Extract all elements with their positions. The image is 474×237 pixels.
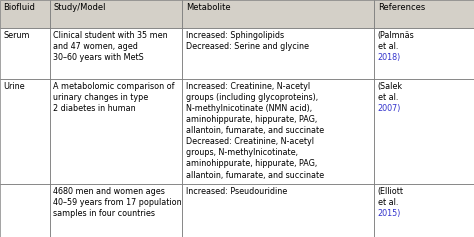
- Bar: [182, 79, 374, 184]
- Text: A metabolomic comparison of
urinary changes in type
2 diabetes in human: A metabolomic comparison of urinary chan…: [53, 82, 174, 113]
- Text: Increased: Sphingolipids
Decreased: Serine and glycine: Increased: Sphingolipids Decreased: Seri…: [186, 31, 309, 51]
- Text: 2015): 2015): [378, 209, 401, 218]
- Bar: [50, 184, 182, 237]
- Text: References: References: [378, 3, 425, 12]
- Bar: [374, 0, 474, 28]
- Bar: [182, 184, 374, 237]
- Text: (Salek: (Salek: [378, 82, 403, 91]
- Bar: [374, 28, 474, 79]
- Text: Increased: Pseudouridine: Increased: Pseudouridine: [186, 187, 287, 196]
- Text: Serum: Serum: [3, 31, 30, 40]
- Bar: [182, 28, 374, 79]
- Bar: [182, 0, 374, 28]
- Text: Metabolite: Metabolite: [186, 3, 230, 12]
- Text: Increased: Creatinine, N-acetyl
groups (including glycoproteins),
N-methylnicoti: Increased: Creatinine, N-acetyl groups (…: [186, 82, 324, 180]
- Text: (Elliott: (Elliott: [378, 187, 404, 196]
- Text: Clinical student with 35 men
and 47 women, aged
30–60 years with MetS: Clinical student with 35 men and 47 wome…: [53, 31, 168, 62]
- Bar: [50, 28, 182, 79]
- Text: et al.: et al.: [378, 42, 398, 51]
- Bar: [374, 184, 474, 237]
- Bar: [50, 79, 182, 184]
- Text: Urine: Urine: [3, 82, 25, 91]
- Bar: [374, 79, 474, 184]
- Text: (Palmnäs: (Palmnäs: [378, 31, 415, 40]
- Text: et al.: et al.: [378, 93, 398, 102]
- Text: 4680 men and women ages
40–59 years from 17 population
samples in four countries: 4680 men and women ages 40–59 years from…: [53, 187, 182, 219]
- Bar: [0, 79, 50, 184]
- Bar: [0, 0, 50, 28]
- Text: Biofluid: Biofluid: [3, 3, 35, 12]
- Bar: [182, 0, 374, 28]
- Bar: [374, 0, 474, 28]
- Text: 2018): 2018): [378, 53, 401, 62]
- Bar: [50, 0, 182, 28]
- Bar: [0, 0, 50, 28]
- Bar: [0, 28, 50, 79]
- Bar: [0, 184, 50, 237]
- Text: 2007): 2007): [378, 104, 401, 113]
- Text: Study/Model: Study/Model: [53, 3, 106, 12]
- Bar: [50, 0, 182, 28]
- Text: et al.: et al.: [378, 198, 398, 207]
